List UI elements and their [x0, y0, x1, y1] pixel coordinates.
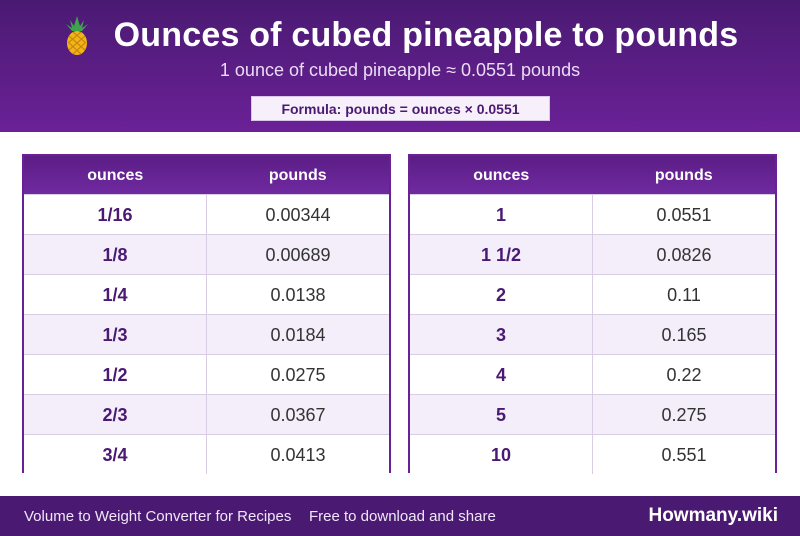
footer-app-name[interactable]: Volume to Weight Converter for Recipes: [24, 508, 292, 525]
table-row: 1/2 0.0275: [24, 354, 389, 394]
pounds-cell: 0.0138: [270, 285, 326, 305]
pounds-cell: 0.0275: [270, 365, 326, 385]
column-header-ounces: ounces: [87, 167, 144, 184]
ounces-cell: 1/2: [24, 355, 207, 394]
table-row: 1/8 0.00689: [24, 234, 389, 274]
ounces-cell: 2/3: [24, 395, 207, 434]
ounces-cell: 2: [410, 275, 593, 314]
table-row: 3/4 0.0413: [24, 434, 389, 474]
pounds-cell: 0.0413: [270, 445, 326, 465]
pounds-cell: 0.165: [661, 325, 707, 345]
pineapple-icon: [62, 14, 92, 56]
column-header-pounds: pounds: [268, 167, 327, 184]
ounces-cell: 10: [410, 435, 593, 474]
pounds-cell: 0.11: [667, 285, 701, 305]
ounces-cell: 1/3: [24, 315, 207, 354]
page-subtitle: 1 ounce of cubed pineapple ≈ 0.0551 poun…: [219, 60, 581, 80]
page-title: Ounces of cubed pineapple to pounds: [113, 15, 739, 54]
table-row: 1/4 0.0138: [24, 274, 389, 314]
pounds-cell: 0.0826: [656, 245, 712, 265]
table-header: ounces pounds: [410, 156, 775, 194]
pounds-cell: 0.0184: [270, 325, 326, 345]
ounces-cell: 4: [410, 355, 593, 394]
pounds-cell: 0.22: [666, 365, 702, 385]
conversion-table-left: ounces pounds 1/16 0.00344 1/8 0.00689 1/4…: [22, 154, 391, 474]
pounds-cell: 0.275: [661, 405, 707, 425]
table-row: 10 0.551: [410, 434, 775, 474]
table-row: 1 0.0551: [410, 194, 775, 234]
ounces-cell: 3: [410, 315, 593, 354]
conversion-table-right: ounces pounds 1 0.0551 1 1/2 0.0826 2 0.11 …: [408, 154, 777, 474]
ounces-cell: 3/4: [24, 435, 207, 474]
table-row: 1 1/2 0.0826: [410, 234, 775, 274]
formula-badge: Formula: pounds = ounces × 0.0551: [251, 96, 550, 121]
ounces-cell: 1: [410, 195, 593, 234]
column-header-ounces: ounces: [473, 167, 530, 184]
table-row: 1/16 0.00344: [24, 194, 389, 234]
table-row: 1/3 0.0184: [24, 314, 389, 354]
pounds-cell: 0.0367: [270, 405, 326, 425]
table-header: ounces pounds: [24, 156, 389, 194]
ounces-cell: 1/16: [24, 195, 207, 234]
pounds-cell: 0.551: [661, 445, 707, 465]
table-row: 4 0.22: [410, 354, 775, 394]
column-header-pounds: pounds: [654, 167, 713, 184]
table-row: 2 0.11: [410, 274, 775, 314]
ounces-cell: 1/8: [24, 235, 207, 274]
footer-share-text: Free to download and share: [309, 508, 496, 525]
table-row: 2/3 0.0367: [24, 394, 389, 434]
footer-bar: Volume to Weight Converter for Recipes F…: [0, 496, 800, 536]
ounces-cell: 1/4: [24, 275, 207, 314]
pounds-cell: 0.00689: [265, 245, 331, 265]
ounces-cell: 5: [410, 395, 593, 434]
table-row: 5 0.275: [410, 394, 775, 434]
ounces-cell: 1 1/2: [410, 235, 593, 274]
title-row: Ounces of cubed pineapple to pounds: [0, 14, 800, 56]
table-row: 3 0.165: [410, 314, 775, 354]
footer-brand[interactable]: Howmany.wiki: [648, 505, 778, 526]
pounds-cell: 0.0551: [656, 205, 712, 225]
pounds-cell: 0.00344: [265, 205, 331, 225]
header-banner: Ounces of cubed pineapple to pounds 1 ou…: [0, 0, 800, 132]
